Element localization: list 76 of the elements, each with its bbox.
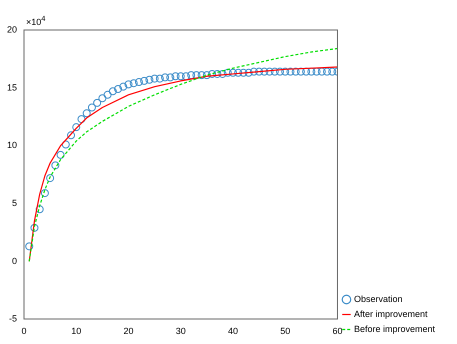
point	[88, 104, 96, 112]
point	[30, 224, 38, 232]
point	[202, 71, 211, 80]
point	[328, 68, 336, 76]
point	[82, 109, 91, 118]
y-tick-label: 5	[12, 198, 18, 208]
point	[51, 161, 60, 170]
point	[260, 68, 268, 76]
point	[286, 68, 294, 76]
point	[166, 73, 174, 82]
point	[281, 68, 290, 76]
legend-label: Before improvement	[354, 324, 436, 334]
point	[46, 174, 54, 182]
y-tick-label: 15	[6, 82, 18, 92]
point	[36, 205, 44, 214]
x-tick-label: 20	[123, 326, 134, 336]
point	[224, 68, 232, 77]
point	[40, 189, 49, 198]
point	[114, 84, 122, 93]
point	[192, 71, 200, 80]
point	[124, 80, 132, 88]
point	[156, 74, 164, 83]
point	[172, 72, 180, 80]
point	[228, 68, 237, 77]
point	[218, 70, 227, 78]
point	[266, 68, 274, 76]
point	[134, 78, 143, 86]
x-tick-label: 40	[228, 326, 238, 336]
point	[119, 82, 128, 91]
point	[250, 68, 258, 76]
point	[312, 68, 321, 76]
point	[108, 87, 117, 96]
point	[77, 115, 86, 124]
point	[145, 76, 154, 84]
point	[72, 123, 80, 132]
x-tick-label: 10	[71, 326, 82, 336]
point	[239, 68, 248, 77]
point	[187, 71, 196, 80]
point	[318, 68, 326, 76]
point	[302, 68, 310, 76]
point	[130, 79, 138, 88]
point	[213, 70, 222, 78]
text: ×10$^{4}$	[26, 14, 46, 27]
y-tick-label: -5	[8, 314, 18, 324]
point	[292, 68, 300, 76]
y-tick-label: 0	[12, 256, 18, 266]
x-tick-label: 50	[280, 326, 290, 336]
point	[208, 70, 216, 78]
legend-label: After improvement	[354, 308, 428, 319]
point	[198, 71, 206, 80]
point	[62, 140, 70, 149]
point	[98, 94, 106, 102]
y-tick-label: 10	[6, 140, 18, 150]
point	[270, 68, 279, 76]
point	[25, 242, 34, 250]
point	[276, 68, 284, 76]
point	[307, 68, 316, 76]
point	[244, 68, 253, 77]
point	[161, 73, 170, 82]
legend-label: Observation	[354, 294, 402, 304]
point	[104, 90, 112, 99]
point	[296, 68, 305, 76]
y-tick-label: 20	[6, 24, 18, 34]
point	[56, 150, 65, 159]
point	[234, 68, 242, 77]
point	[150, 74, 159, 83]
x-tick-label: 30	[176, 326, 186, 336]
point	[323, 68, 332, 76]
point	[93, 98, 102, 107]
point	[67, 131, 76, 140]
point	[176, 72, 185, 80]
point	[255, 68, 264, 76]
point	[182, 72, 190, 80]
x-tick-label: 60	[332, 326, 342, 336]
x-tick-label: 0	[22, 326, 27, 336]
point	[140, 76, 148, 85]
